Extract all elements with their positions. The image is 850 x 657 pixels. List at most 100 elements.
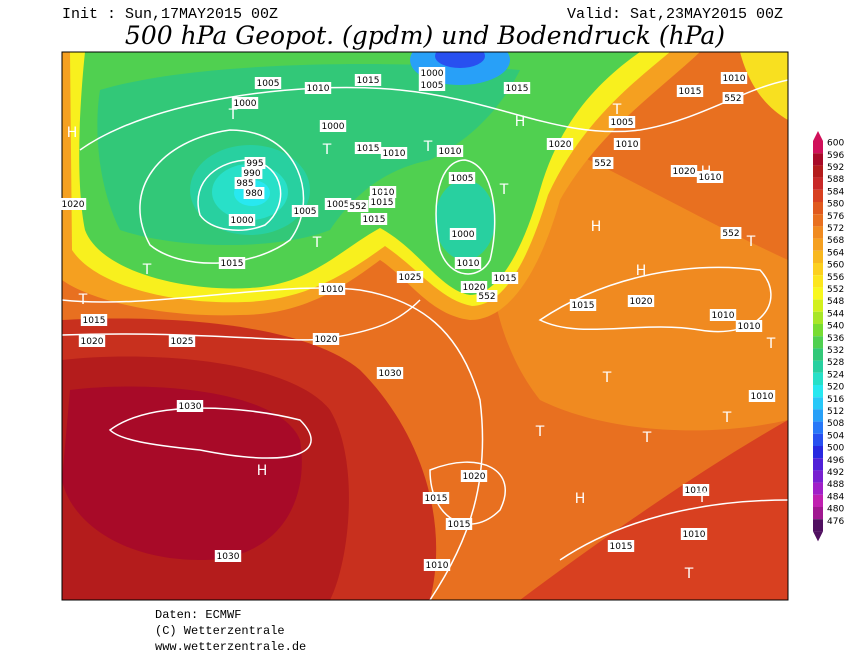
- colorbar-swatch: [813, 177, 823, 190]
- colorbar-label: 508: [827, 419, 844, 429]
- pressure-center: T: [766, 336, 776, 352]
- isobar-label: 1015: [572, 301, 595, 311]
- isobar-label-bg: [460, 470, 488, 482]
- colorbar-swatch: [813, 433, 823, 446]
- colorbar-swatch: [813, 275, 823, 288]
- isobar-label: 1020: [315, 335, 338, 345]
- isobar-label: 1015: [371, 198, 394, 208]
- isobar-label-bg: [80, 314, 108, 326]
- isobar-label-bg: [176, 400, 204, 412]
- isobar-label-bg: [422, 492, 450, 504]
- map-frame: [61, 51, 789, 601]
- isobar-label: 552: [594, 159, 611, 169]
- isobar-label-bg: [318, 283, 346, 295]
- colorbar-swatch: [813, 299, 823, 312]
- isobar-label-bg: [241, 167, 263, 179]
- pressure-center: T: [378, 189, 388, 205]
- isobar-label: 1015: [610, 542, 633, 552]
- isobar-label-bg: [503, 82, 531, 94]
- colorbar-label: 536: [827, 334, 844, 344]
- isobar-label-bg: [448, 172, 476, 184]
- isobar-label: 1005: [421, 81, 444, 91]
- isobar-label-bg: [380, 147, 408, 159]
- colorbar-swatch: [813, 226, 823, 239]
- colorbar-label: 532: [827, 346, 844, 356]
- isobar-label-bg: [423, 559, 451, 571]
- isobar-label: 1015: [363, 215, 386, 225]
- colorbar-label: 500: [827, 444, 844, 454]
- isobar-label: 1010: [307, 84, 330, 94]
- pressure-center: H: [701, 164, 712, 180]
- isobar-label-bg: [748, 390, 776, 402]
- isobar-label: 1020: [549, 140, 572, 150]
- isobar-label: 1015: [357, 144, 380, 154]
- copyright: (C) Wetterzentrale: [155, 624, 285, 638]
- colorbar-label: 572: [827, 224, 844, 234]
- isobar-label-bg: [445, 518, 473, 530]
- isobar-label-bg: [418, 79, 446, 91]
- isobar-label-bg: [735, 320, 763, 332]
- colorbar-label: 556: [827, 273, 844, 283]
- colorbar-top-arrow: [813, 131, 823, 141]
- isobar-label: 1000: [421, 69, 444, 79]
- isobar-label: 1015: [448, 520, 471, 530]
- colorbar-swatch: [813, 165, 823, 178]
- isobar-label-bg: [613, 138, 641, 150]
- isobar-label-bg: [720, 72, 748, 84]
- isobar-label: 1010: [683, 530, 706, 540]
- colorbar-label: 492: [827, 468, 844, 478]
- isobar-label: 1005: [451, 174, 474, 184]
- colorbar-swatch: [813, 336, 823, 349]
- isobar-label-bg: [368, 196, 396, 208]
- colorbar-swatch: [813, 324, 823, 337]
- isobar-label: 1030: [179, 402, 202, 412]
- colorbar-swatch: [813, 141, 823, 154]
- pressure-center: H: [257, 463, 268, 479]
- colorbar-label: 520: [827, 383, 844, 393]
- colorbar-swatch: [813, 446, 823, 459]
- isobar-label: 1010: [712, 311, 735, 321]
- colorbar-swatch: [813, 238, 823, 251]
- colorbar-label: 580: [827, 200, 844, 210]
- colorbar-swatch: [813, 153, 823, 166]
- isobar-label: 1010: [699, 173, 722, 183]
- colorbar-swatch: [813, 287, 823, 300]
- pressure-center: T: [684, 566, 694, 582]
- colorbar-label: 504: [827, 431, 844, 441]
- data-source: Daten: ECMWF: [155, 608, 241, 622]
- isobar-label-bg: [436, 145, 464, 157]
- isobar-label: 1015: [221, 259, 244, 269]
- isobar-label-bg: [608, 116, 636, 128]
- colorbar-label: 560: [827, 261, 844, 271]
- isobar-label: 1010: [321, 285, 344, 295]
- colorbar-swatch: [813, 519, 823, 532]
- colorbar-swatch: [813, 360, 823, 373]
- isobar-label-bg: [234, 177, 256, 189]
- isobar-label: 990: [243, 169, 260, 179]
- isobar-label: 1010: [685, 486, 708, 496]
- isobar-label: 1020: [62, 200, 85, 210]
- isobar-label: 1020: [463, 283, 486, 293]
- isobar-label-bg: [369, 186, 397, 198]
- isobar-label: 1030: [379, 369, 402, 379]
- isobar-label: 1020: [463, 472, 486, 482]
- map-field: [62, 52, 788, 600]
- pressure-center: H: [515, 114, 526, 130]
- isobar-label-bg: [476, 290, 498, 302]
- isobar-label-bg: [244, 157, 266, 169]
- colorbar-label: 512: [827, 407, 844, 417]
- pressure-center: T: [228, 107, 238, 123]
- colorbar-swatch: [813, 421, 823, 434]
- map-title: 500 hPa Geopot. (gpdm) und Bodendruck (h…: [125, 21, 725, 50]
- isobar-label: 1005: [294, 207, 317, 217]
- isobar-label-bg: [376, 367, 404, 379]
- init-time: Init : Sun,17MAY2015 00Z: [62, 6, 278, 23]
- isobar-label-bg: [304, 82, 332, 94]
- isobar-label-bg: [592, 157, 614, 169]
- website: www.wetterzentrale.de: [155, 640, 306, 654]
- pressure-center: T: [642, 430, 652, 446]
- isobar-label-bg: [396, 271, 424, 283]
- colorbar-swatch: [813, 507, 823, 520]
- pressure-center: H: [636, 263, 647, 279]
- isobar-label: 1015: [494, 274, 517, 284]
